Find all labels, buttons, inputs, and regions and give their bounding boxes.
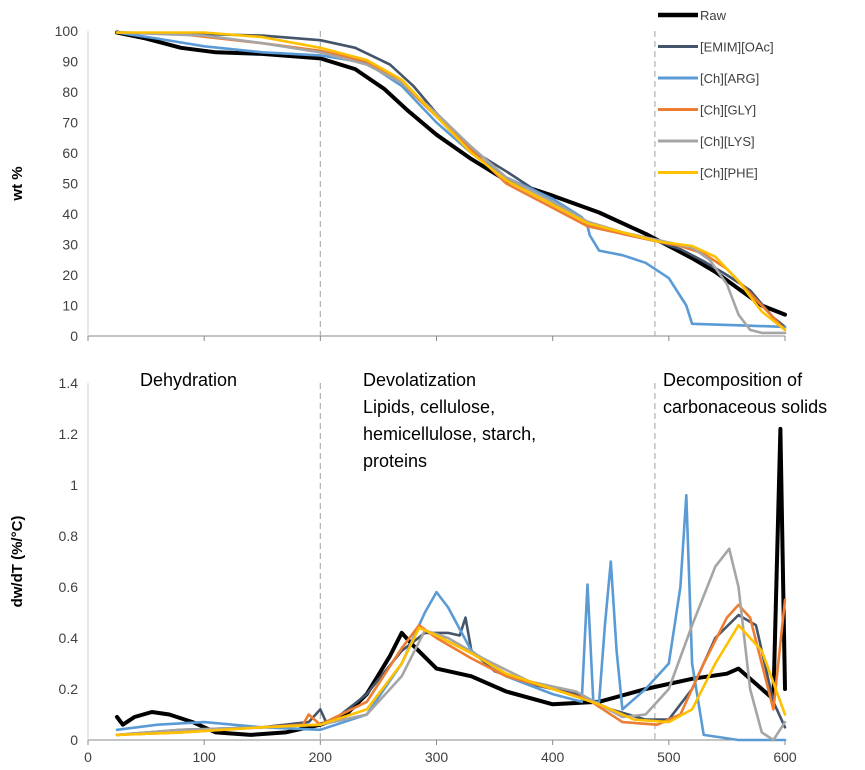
legend: Raw [EMIM][OAc] [Ch][ARG] [Ch][GLY] [Ch][LYS… — [658, 8, 774, 181]
region-devolatization-line: proteins — [363, 451, 427, 471]
region-devolatization: Devolatization Lipids, cellulose, hemice… — [363, 370, 541, 471]
top-panel: 0 10 20 30 40 50 60 70 80 90 100 wt % — [9, 23, 787, 344]
series-line-ch-phe — [115, 31, 787, 332]
y-tick-label: 30 — [62, 237, 78, 253]
x-tick-label: 500 — [657, 749, 681, 765]
y-tick-label: 0 — [70, 328, 78, 344]
x-tick-label: 0 — [84, 749, 92, 765]
y-tick-label: 10 — [62, 298, 78, 314]
series-line-emim-oac — [115, 31, 787, 329]
legend-label: [Ch][PHE] — [700, 166, 758, 181]
y-tick-label: 80 — [62, 84, 78, 100]
series-line-emim-oac — [115, 613, 787, 737]
series-line-ch-lys — [115, 547, 787, 742]
x-tick-label: 100 — [192, 749, 216, 765]
y-tick-label: 0.2 — [59, 681, 79, 697]
series-line-ch-arg — [115, 31, 787, 329]
series-line-ch-lys — [115, 31, 787, 335]
x-tick-label: 200 — [309, 749, 333, 765]
x-tick-label: 600 — [773, 749, 797, 765]
y-tick-label: 20 — [62, 267, 78, 283]
x-tick-label: 400 — [541, 749, 565, 765]
y-tick-label: 40 — [62, 206, 78, 222]
y-tick-label: 1.4 — [59, 375, 79, 391]
y-axis-title: wt % — [9, 166, 26, 201]
series-line-ch-gly — [115, 598, 787, 737]
region-devolatization-line: Devolatization — [363, 370, 476, 390]
series-line-raw — [115, 426, 787, 737]
region-devolatization-line: hemicellulose, starch, — [363, 424, 536, 444]
region-decomposition-line: Decomposition of — [663, 370, 803, 390]
region-dehydration: Dehydration — [140, 370, 237, 390]
series-line-ch-phe — [115, 624, 787, 737]
legend-label: [Ch][GLY] — [700, 103, 756, 118]
legend-label: [Ch][ARG] — [700, 71, 759, 86]
region-dehydration-line: Dehydration — [140, 370, 237, 390]
y-axis-title: dw/dT (%/°C) — [9, 516, 26, 608]
y-tick-label: 1.2 — [59, 426, 79, 442]
y-tick-label: 60 — [62, 145, 78, 161]
region-labels: Dehydration Devolatization Lipids, cellu… — [140, 370, 827, 471]
y-tick-label: 50 — [62, 176, 78, 192]
region-decomposition: Decomposition of carbonaceous solids — [663, 370, 827, 417]
y-tick-label: 1 — [70, 477, 78, 493]
y-tick-label: 0.4 — [59, 630, 79, 646]
y-tick-label: 70 — [62, 115, 78, 131]
y-tick-label: 100 — [55, 23, 79, 39]
y-tick-label: 0.8 — [59, 528, 79, 544]
legend-label: Raw — [700, 8, 727, 23]
x-tick-label: 300 — [425, 749, 449, 765]
legend-label: [EMIM][OAc] — [700, 40, 774, 55]
y-tick-label: 0.6 — [59, 579, 79, 595]
region-decomposition-line: carbonaceous solids — [663, 397, 827, 417]
series-line-raw — [115, 30, 787, 317]
legend-label: [Ch][LYS] — [700, 134, 755, 149]
region-devolatization-line: Lipids, cellulose, — [363, 397, 495, 417]
y-tick-label: 90 — [62, 54, 78, 70]
y-tick-label: 0 — [70, 732, 78, 748]
bottom-panel: 0 100 200 300 400 500 600 0 0.2 0.4 0.6 0.8 1 1.2 1.4 d… — [9, 375, 797, 765]
